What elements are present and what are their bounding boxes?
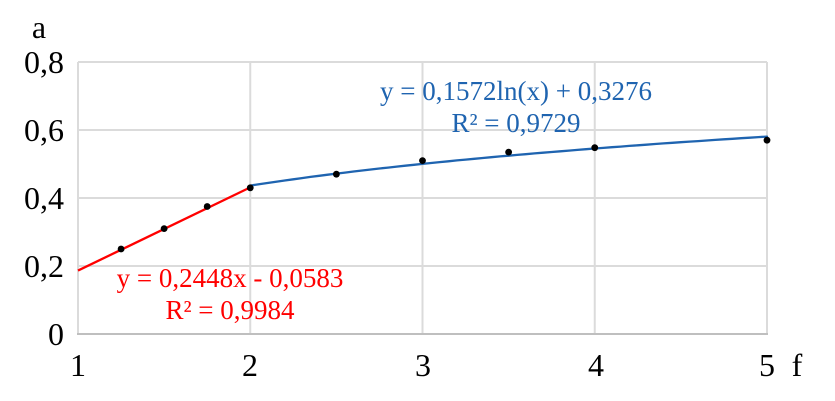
log-trendline bbox=[249, 135, 769, 187]
data-point bbox=[763, 136, 771, 144]
y-tick-label-0: 0 bbox=[48, 316, 64, 352]
y-axis-title: a bbox=[31, 9, 47, 45]
data-point bbox=[505, 148, 513, 156]
x-tick-label-2: 2 bbox=[242, 347, 258, 383]
y-tick-label-0-2: 0,2 bbox=[24, 248, 64, 284]
data-point bbox=[419, 157, 426, 165]
data-point bbox=[591, 144, 599, 152]
data-point bbox=[117, 245, 125, 253]
log-trendline-equation: y = 0,1572ln(x) + 0,3276 bbox=[380, 76, 652, 106]
y-tick-label-0-6: 0,6 bbox=[24, 112, 64, 148]
data-point bbox=[246, 184, 254, 192]
linear-trendline-r2: R² = 0,9984 bbox=[165, 295, 295, 325]
data-point bbox=[203, 203, 211, 210]
data-point bbox=[160, 225, 168, 233]
log-trendline-label: y = 0,1572ln(x) + 0,3276 R² = 0,9729 bbox=[336, 75, 696, 139]
x-axis-title: f bbox=[791, 347, 803, 383]
data-point bbox=[332, 170, 340, 178]
x-tick-label-3: 3 bbox=[415, 347, 431, 383]
linear-trendline-label: y = 0,2448x - 0,0583 R² = 0,9984 bbox=[60, 262, 400, 326]
y-tick-label-0-8: 0,8 bbox=[24, 44, 64, 80]
x-tick-label-1: 1 bbox=[70, 347, 86, 383]
y-tick-label-0-4: 0,4 bbox=[24, 180, 64, 216]
linear-trendline-equation: y = 0,2448x - 0,0583 bbox=[116, 263, 344, 293]
x-tick-label-5: 5 bbox=[759, 347, 775, 383]
log-trendline-r2: R² = 0,9729 bbox=[451, 108, 581, 138]
x-tick-label-4: 4 bbox=[588, 347, 604, 383]
